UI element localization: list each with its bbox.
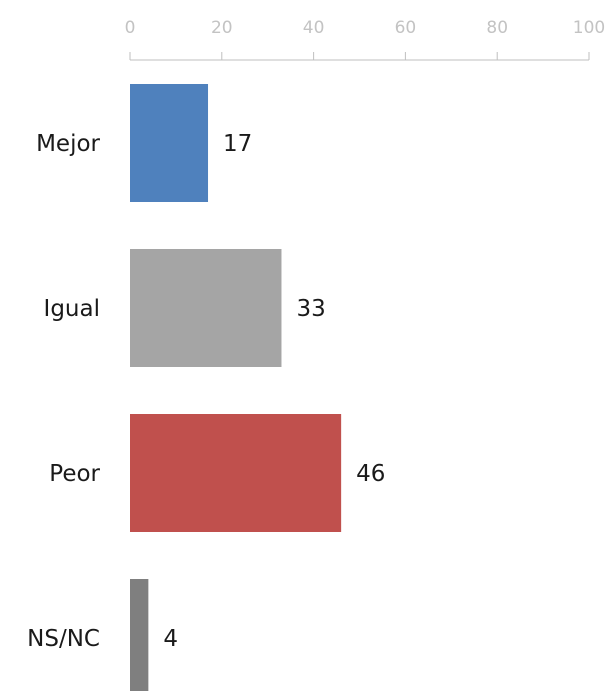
category-label: Peor [49, 461, 100, 487]
category-label: Igual [44, 296, 100, 322]
axis-tick-label: 60 [395, 18, 417, 38]
bar-ns-nc [130, 579, 149, 691]
bar-peor [130, 414, 342, 532]
bar-mejor [130, 84, 209, 202]
axis-tick-label: 0 [125, 18, 136, 38]
axis-tick-label: 20 [211, 18, 233, 38]
data-label: 17 [223, 131, 252, 157]
axis-tick-label: 100 [573, 18, 605, 38]
category-label: NS/NC [27, 626, 100, 652]
data-label: 46 [356, 461, 385, 487]
value-axis: 0 20 40 60 80 100 [125, 18, 605, 61]
data-label: 4 [163, 626, 178, 652]
bar-igual [130, 249, 282, 367]
axis-tick-label: 80 [486, 18, 508, 38]
data-label: 33 [296, 296, 325, 322]
category-label: Mejor [36, 131, 100, 157]
value-labels: 17 33 46 4 [163, 131, 385, 652]
axis-tick-label: 40 [303, 18, 325, 38]
bars [130, 84, 342, 691]
category-labels: Mejor Igual Peor NS/NC [27, 131, 100, 652]
